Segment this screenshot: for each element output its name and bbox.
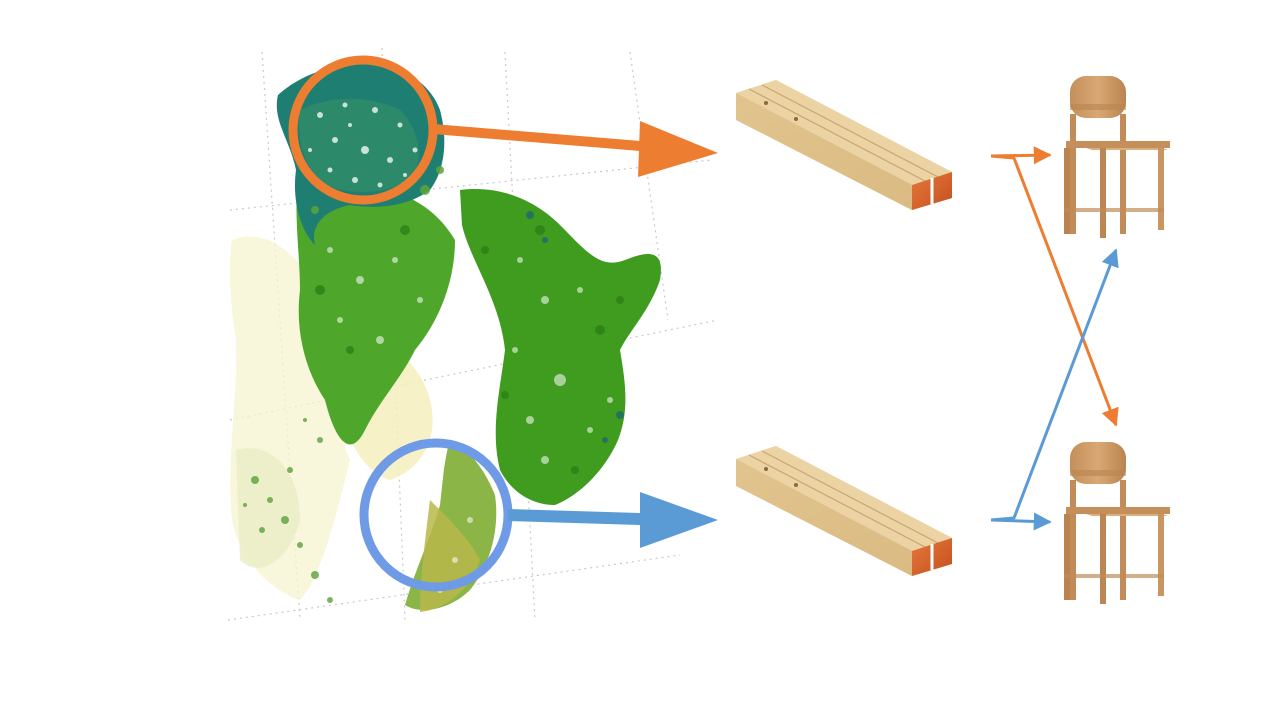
map-region-north — [276, 62, 445, 245]
wooden-chair-icon-bottom — [1064, 442, 1170, 604]
flow-arrow-north-to-timber — [433, 121, 718, 177]
timber-beams-icon-bottom — [736, 446, 952, 576]
forest-map-icon — [227, 47, 719, 621]
flow-arrow-south-to-timber — [508, 492, 718, 548]
map-region-forest — [296, 150, 661, 612]
flow-arrow-bottom-to-chair-top — [990, 248, 1119, 522]
wooden-chair-icon-top — [1064, 76, 1170, 238]
timber-beams-icon-top — [736, 80, 952, 210]
flow-arrows-timber-to-chairs — [990, 146, 1119, 531]
flow-arrow-top-to-chair-bottom — [990, 154, 1119, 427]
